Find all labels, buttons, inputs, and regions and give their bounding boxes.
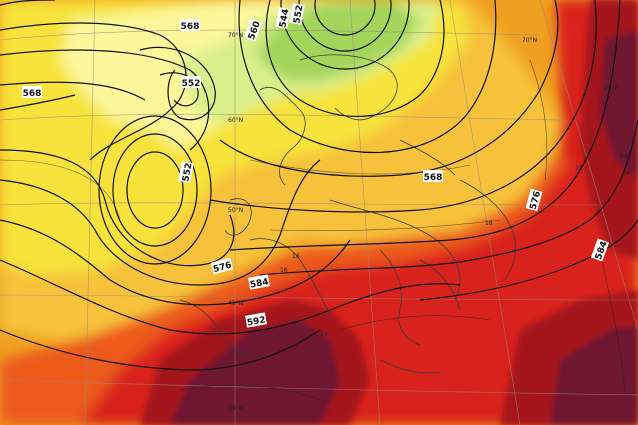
temperature-label: 28 (622, 170, 630, 177)
contour-label: 592 (245, 312, 267, 329)
graticule-label: 30°N (228, 405, 243, 412)
temperature-label: 16 (292, 253, 300, 260)
temperature-label: 14 (320, 331, 328, 338)
geopotential-contours (0, 0, 638, 371)
contour-label: 568 (22, 86, 42, 99)
graticule-label: 50°N (228, 207, 243, 214)
contour-label: 576 (525, 188, 544, 212)
contour-label: 544 (275, 7, 292, 29)
contour-label: 552 (289, 3, 306, 25)
contour-labels: 568 560 552 544 552 568 552 568 576 576 … (22, 3, 610, 329)
field-maroon-se (550, 325, 638, 425)
svg-text:568: 568 (424, 173, 443, 183)
graticule-labels: 70°N 60°N 50°N 40°N 30°N 40°E 70°N (228, 32, 619, 412)
temperature-label: 18 (485, 220, 493, 227)
svg-text:552: 552 (292, 4, 305, 24)
contour-label: 584 (248, 274, 270, 291)
graticule-label: 40°N (228, 300, 243, 307)
graticule-label: 70°N (522, 37, 537, 44)
temperature-labels: 18 24 28 16 14 16 18 (280, 153, 630, 338)
temperature-label: 24 (620, 153, 628, 160)
contour-label: 568 (180, 19, 200, 32)
contour-label: 552 (181, 76, 201, 89)
svg-text:552: 552 (182, 79, 201, 89)
svg-text:552: 552 (181, 162, 194, 182)
svg-text:568: 568 (181, 22, 200, 32)
svg-text:568: 568 (23, 89, 42, 99)
svg-text:576: 576 (212, 261, 233, 276)
graticule-label: 70°N (228, 32, 243, 39)
temperature-label: 16 (280, 267, 288, 274)
coastlines (179, 54, 516, 374)
graticule-label: 40°E (604, 85, 619, 92)
graticule-label: 60°N (228, 117, 243, 124)
temperature-label: 18 (575, 165, 583, 172)
field-maroon-east (600, 30, 638, 180)
svg-text:544: 544 (278, 8, 291, 28)
svg-text:584: 584 (249, 277, 269, 290)
svg-text:576: 576 (529, 190, 544, 211)
contour-label: 552 (178, 161, 195, 183)
thin-contours (0, 59, 626, 401)
contour-label: 576 (210, 257, 234, 276)
contour-label: 568 (423, 170, 443, 183)
field-maroon (170, 320, 340, 425)
svg-text:592: 592 (246, 315, 266, 328)
